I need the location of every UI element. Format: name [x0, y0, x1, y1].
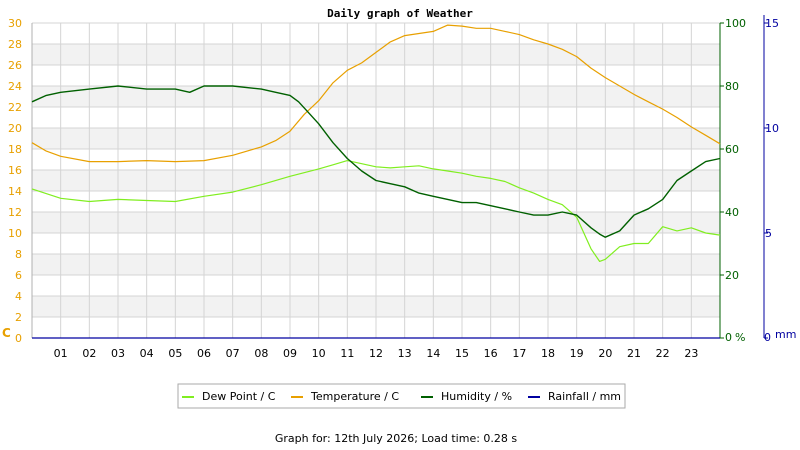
x-tick-label: 07: [226, 347, 240, 360]
humidity-tick-label: 100: [725, 17, 746, 30]
x-tick-label: 21: [627, 347, 641, 360]
left-tick-label: 4: [15, 290, 22, 303]
left-tick-label: 6: [15, 269, 22, 282]
legend: Dew Point / C Temperature / C Humidity / %…: [177, 383, 626, 409]
x-tick-label: 10: [312, 347, 326, 360]
series-line-3: [31, 85, 721, 238]
rainfall-axis-unit: mm: [775, 328, 796, 341]
rainfall-tick-label: 15: [765, 17, 779, 30]
series-layer: [31, 24, 721, 339]
right-axis-humidity: 20 40 60 80 100%: [719, 17, 746, 344]
x-tick-label: 01: [54, 347, 68, 360]
legend-label-3: Humidity / %: [441, 390, 512, 403]
rainfall-tick-label: 10: [765, 122, 779, 135]
legend-label-2: Temperature / C: [310, 390, 399, 403]
humidity-tick-label: 60: [725, 143, 739, 156]
legend-label-4: Rainfall / mm: [548, 390, 621, 403]
x-tick-label: 08: [254, 347, 268, 360]
x-tick-label: 02: [82, 347, 96, 360]
x-axis-hours: 01 02 03 04 05 06 07 08 09 10 11 12 13 14 15 16 17 18 19 20…: [54, 347, 699, 360]
left-tick-label: 28: [8, 38, 22, 51]
x-tick-label: 20: [598, 347, 612, 360]
x-tick-label: 05: [168, 347, 182, 360]
x-tick-label: 22: [656, 347, 670, 360]
x-tick-label: 13: [398, 347, 412, 360]
x-tick-label: 19: [570, 347, 584, 360]
left-tick-label: 0: [15, 332, 22, 345]
left-tick-label: 30: [8, 17, 22, 30]
humidity-tick-label: 80: [725, 80, 739, 93]
humidity-tick-label: 40: [725, 206, 739, 219]
x-tick-label: 06: [197, 347, 211, 360]
x-tick-label: 17: [512, 347, 526, 360]
left-tick-label: 26: [8, 59, 22, 72]
left-tick-label: 12: [8, 206, 22, 219]
left-tick-label: 10: [8, 227, 22, 240]
left-axis-unit: C: [2, 326, 11, 340]
x-tick-label: 23: [684, 347, 698, 360]
legend-label-1: Dew Point / C: [202, 390, 276, 403]
series-line-2: [31, 24, 721, 163]
grid-lines: [32, 22, 720, 338]
left-tick-label: 14: [8, 185, 22, 198]
x-tick-label: 18: [541, 347, 555, 360]
x-tick-label: 14: [426, 347, 440, 360]
rainfall-zero-label: 0: [764, 331, 771, 344]
chart-footer: Graph for: 12th July 2026; Load time: 0.…: [275, 432, 518, 445]
x-tick-label: 04: [140, 347, 154, 360]
x-tick-label: 03: [111, 347, 125, 360]
left-tick-label: 16: [8, 164, 22, 177]
humidity-axis-unit: %: [735, 331, 745, 344]
series-line-1: [31, 160, 721, 262]
x-tick-label: 09: [283, 347, 297, 360]
left-tick-label: 2: [15, 311, 22, 324]
left-tick-label: 22: [8, 101, 22, 114]
legend-box: [177, 383, 626, 409]
humidity-tick-label: 20: [725, 269, 739, 282]
left-tick-label: 8: [15, 248, 22, 261]
x-tick-label: 15: [455, 347, 469, 360]
humidity-zero-label: 0: [725, 331, 732, 344]
x-tick-label: 11: [340, 347, 354, 360]
right-axis-rainfall: 5 10 15 0 mm 0: [725, 15, 796, 344]
x-tick-label: 16: [484, 347, 498, 360]
rainfall-tick-label: 5: [765, 227, 772, 240]
chart-title: Daily graph of Weather: [327, 7, 473, 20]
left-tick-label: 24: [8, 80, 22, 93]
left-tick-label: 20: [8, 122, 22, 135]
left-tick-label: 18: [8, 143, 22, 156]
x-tick-label: 12: [369, 347, 383, 360]
